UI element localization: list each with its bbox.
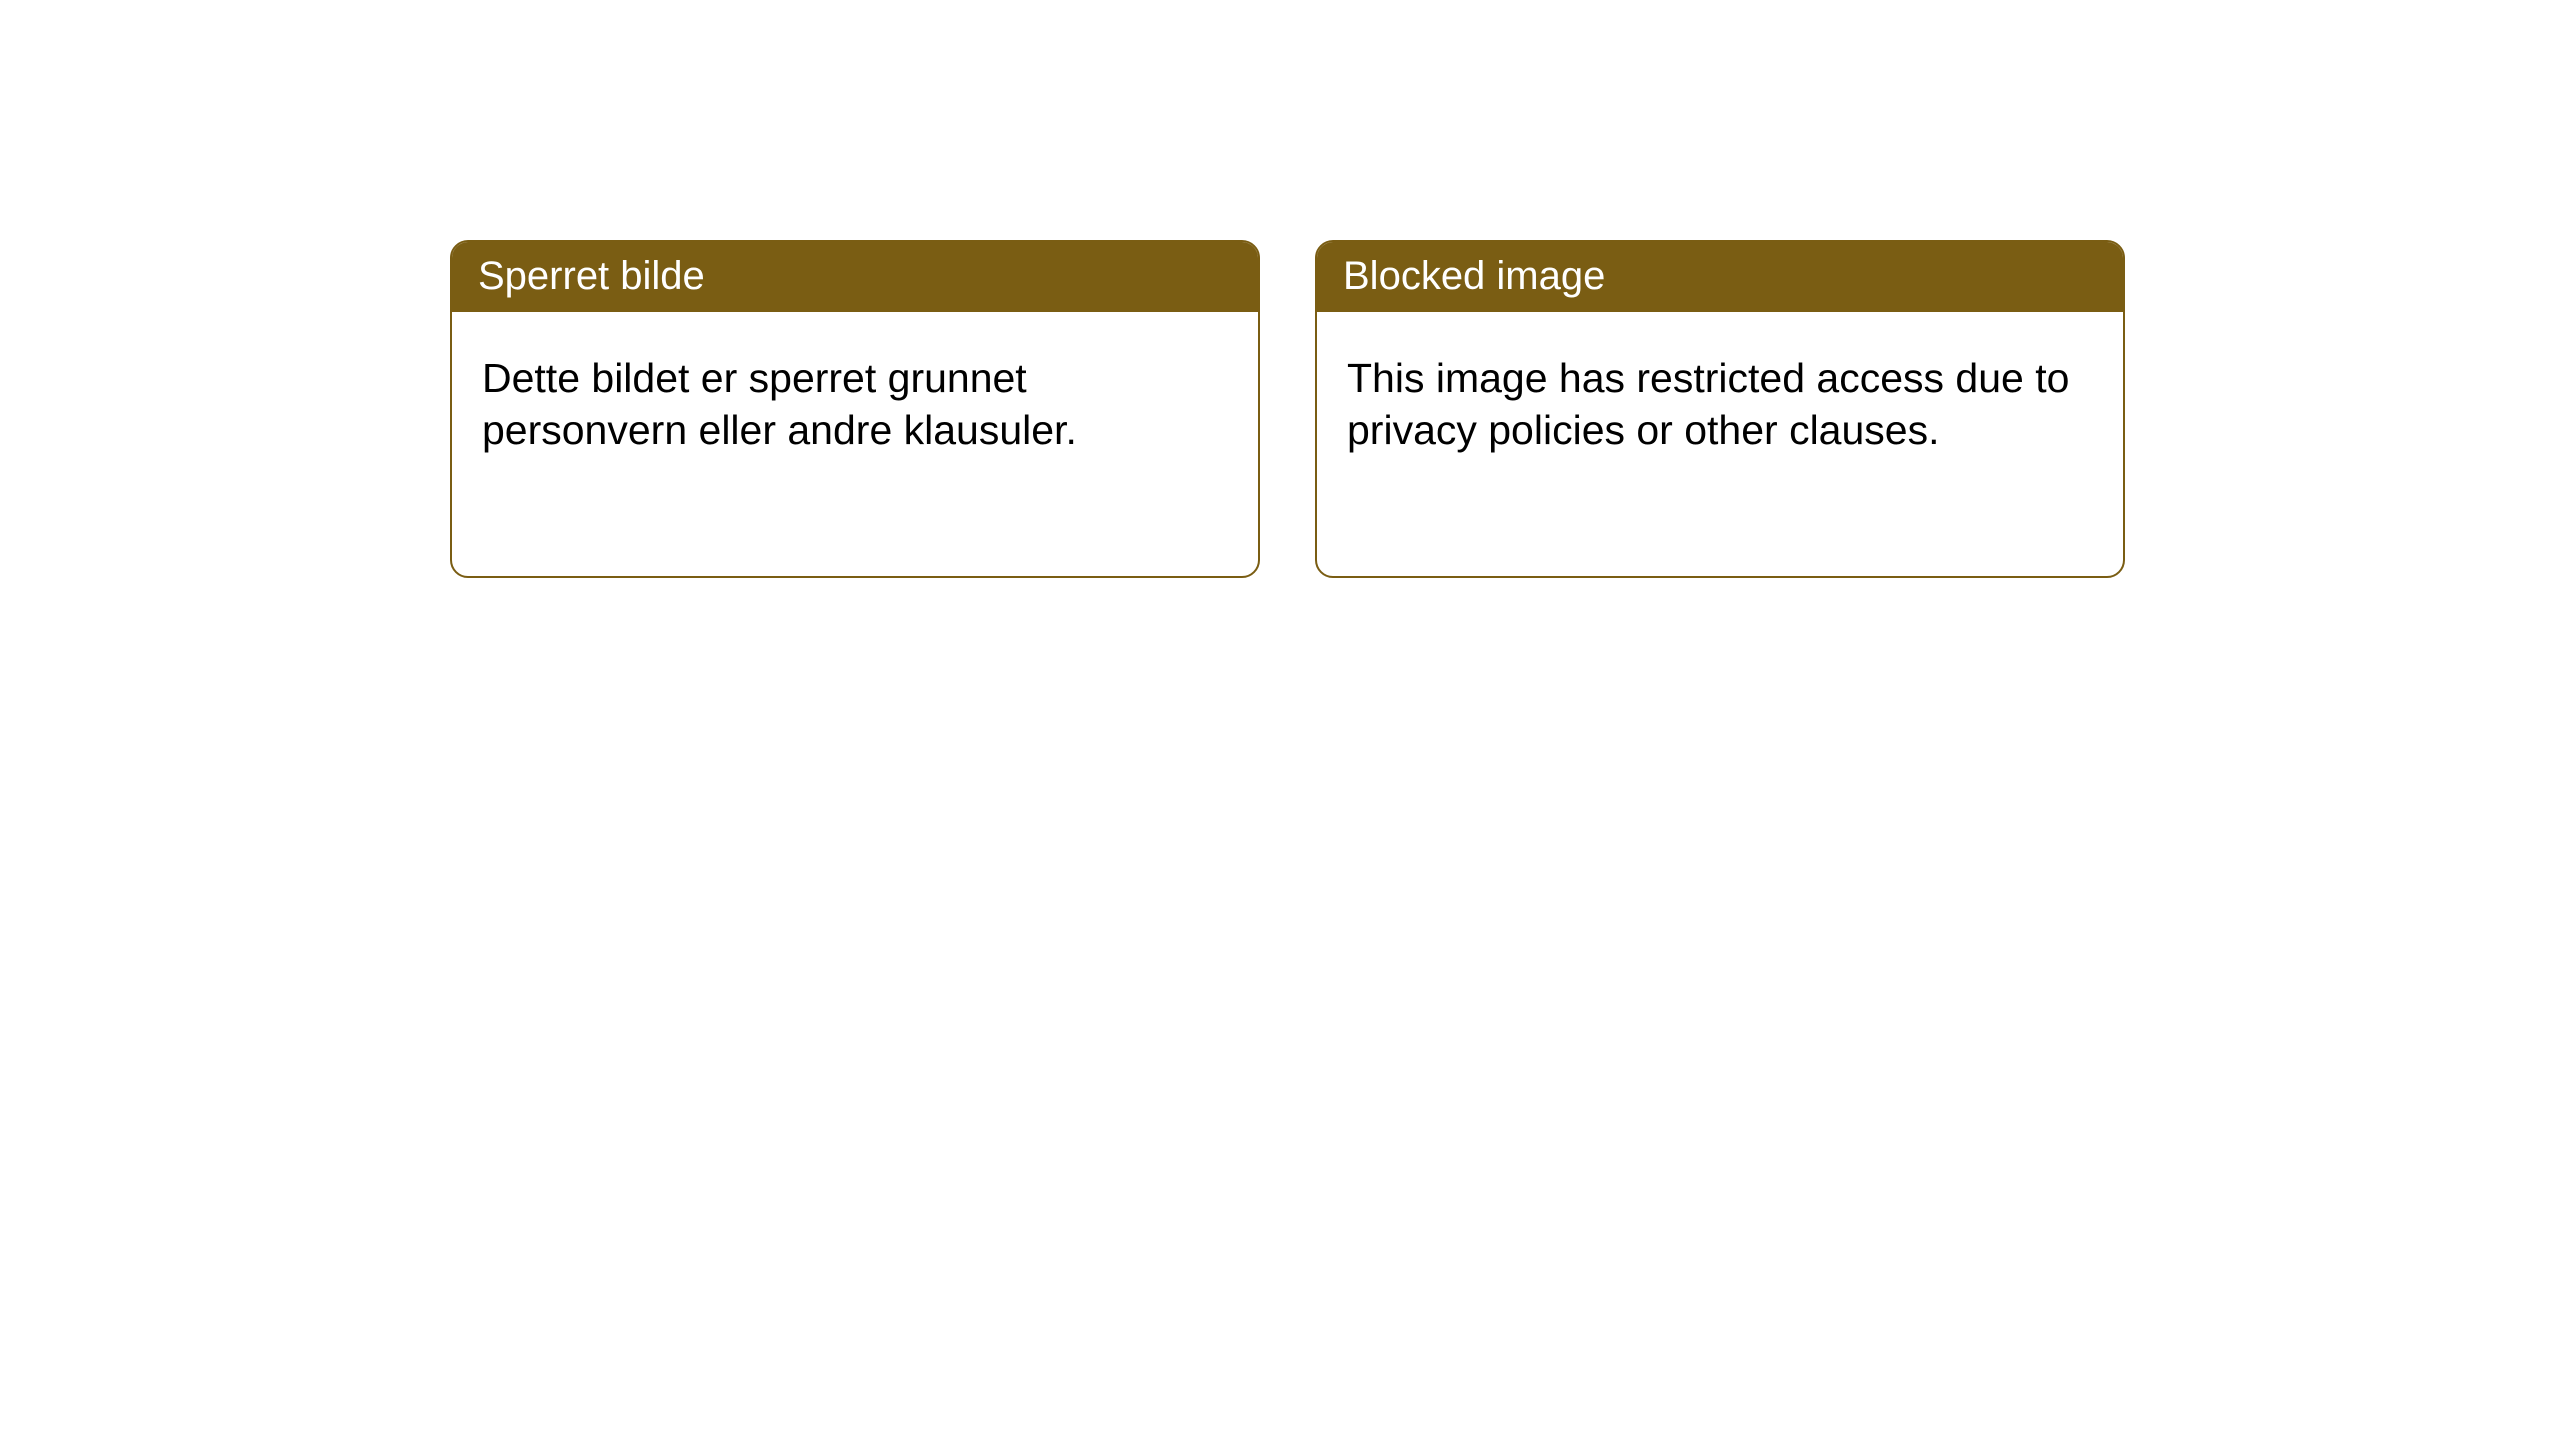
notice-header: Sperret bilde xyxy=(452,242,1258,312)
notice-card-row: Sperret bilde Dette bildet er sperret gr… xyxy=(450,240,2560,578)
notice-header: Blocked image xyxy=(1317,242,2123,312)
notice-body: Dette bildet er sperret grunnet personve… xyxy=(452,312,1258,487)
notice-body: This image has restricted access due to … xyxy=(1317,312,2123,487)
notice-card-english: Blocked image This image has restricted … xyxy=(1315,240,2125,578)
notice-card-norwegian: Sperret bilde Dette bildet er sperret gr… xyxy=(450,240,1260,578)
